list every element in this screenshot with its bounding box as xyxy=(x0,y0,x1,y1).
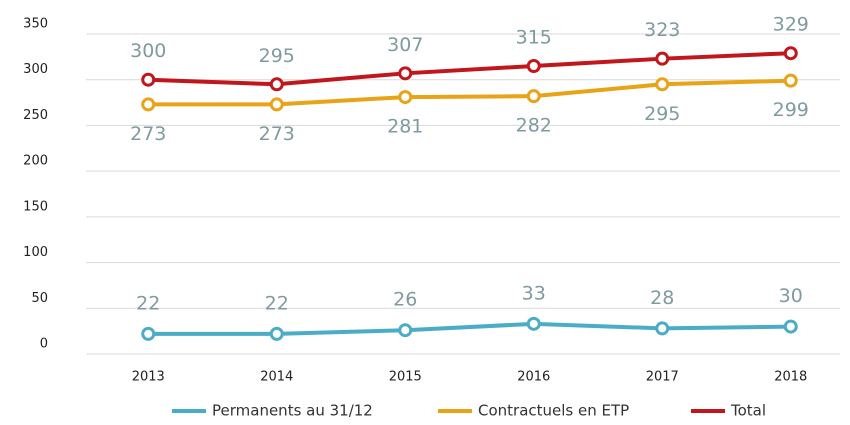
x-tick-label: 2015 xyxy=(389,370,422,385)
data-label: 329 xyxy=(773,14,809,36)
y-tick-label: 250 xyxy=(23,108,48,123)
point xyxy=(269,326,284,341)
data-label: 281 xyxy=(387,116,423,138)
point xyxy=(783,73,798,88)
data-label: 28 xyxy=(650,287,674,309)
series-line xyxy=(148,321,791,336)
y-tick-label: 0 xyxy=(40,337,48,352)
data-label: 307 xyxy=(387,34,423,56)
x-tick-label: 2016 xyxy=(517,370,550,385)
x-tick-label: 2013 xyxy=(132,370,165,385)
legend-label: Contractuels en ETP xyxy=(478,402,629,420)
legend-label: Permanents au 31/12 xyxy=(212,402,373,420)
y-tick-label: 200 xyxy=(23,154,48,169)
data-label: 323 xyxy=(644,19,680,41)
data-label: 282 xyxy=(516,115,552,137)
point xyxy=(269,97,284,112)
x-tick-label: 2018 xyxy=(774,370,807,385)
data-label: 26 xyxy=(393,289,417,311)
data-label: 295 xyxy=(259,45,295,67)
point xyxy=(269,77,284,92)
data-label: 300 xyxy=(130,40,166,62)
y-tick-label: 50 xyxy=(31,291,48,306)
data-label: 22 xyxy=(265,292,289,314)
data-label: 295 xyxy=(644,103,680,125)
x-tick-label: 2014 xyxy=(260,370,293,385)
point xyxy=(655,77,670,92)
point xyxy=(398,323,413,338)
series-line xyxy=(148,51,791,87)
point xyxy=(398,66,413,81)
point xyxy=(526,89,541,104)
point xyxy=(526,59,541,73)
point xyxy=(141,97,156,112)
data-label: 315 xyxy=(516,27,552,49)
x-tick-label: 2017 xyxy=(646,370,679,385)
point xyxy=(526,316,541,331)
point xyxy=(141,72,156,87)
series-line xyxy=(148,78,791,107)
point xyxy=(655,51,670,66)
point xyxy=(783,46,798,61)
data-label: 273 xyxy=(130,123,166,145)
point xyxy=(141,326,156,341)
y-tick-label: 100 xyxy=(23,245,48,260)
data-label: 33 xyxy=(522,282,546,304)
y-tick-label: 300 xyxy=(23,62,48,77)
point xyxy=(655,321,670,336)
data-label: 299 xyxy=(773,99,809,121)
legend-label: Total xyxy=(730,402,766,420)
y-tick-label: 150 xyxy=(23,199,48,214)
point xyxy=(398,90,413,105)
data-label: 22 xyxy=(136,292,160,314)
data-label: 273 xyxy=(259,123,295,145)
data-label: 30 xyxy=(779,285,803,307)
point xyxy=(783,319,798,334)
y-tick-label: 350 xyxy=(23,17,48,32)
